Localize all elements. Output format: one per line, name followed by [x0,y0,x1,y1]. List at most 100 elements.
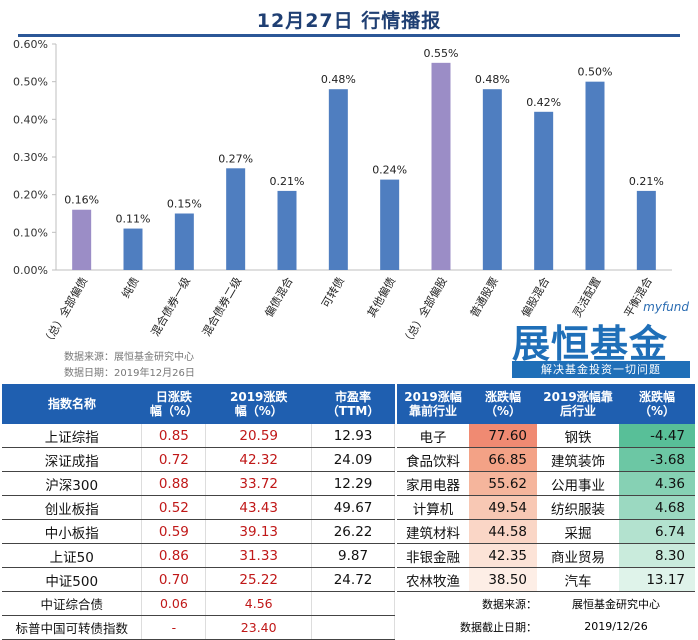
top-industry: 农林牧渔 [397,567,469,592]
index-name: 创业板指 [2,495,143,520]
index-table-row: 中证500 0.70 25.22 24.72 [2,567,395,592]
bottom-industry: 商业贸易 [537,543,619,568]
bottom-industry-change: 4.68 [619,495,695,520]
y-tick-label: 0.40% [13,113,48,126]
daily-change: 0.72 [141,447,207,472]
index-table-row: 上证50 0.86 31.33 9.87 [2,543,395,568]
bar [277,190,297,270]
industry-table-row: 计算机 49.54 纺织服装 4.68 [397,495,695,520]
pe-ttm: 24.09 [311,447,395,472]
bar [585,81,605,270]
top-industry: 计算机 [397,495,469,520]
industry-table-row: 电子 77.60 钢铁 -4.47 [397,424,695,448]
fund-return-bar-chart: 0.00% 0.10% 0.20% 0.30% 0.40% 0.50% 0.60% 0.16%… [13,38,672,349]
ytd-change: 20.59 [205,424,313,448]
daily-change: 0.52 [141,495,207,520]
ytd-change: 42.32 [205,447,313,472]
bar [636,190,656,270]
bottom-industry: 纺织服装 [537,495,619,520]
top-industry-change: 49.54 [469,495,537,520]
ytd-change: 39.13 [205,519,313,544]
pe-ttm: 12.29 [311,471,395,496]
category-label: 偏债混合 [261,275,295,320]
index-table-header-3: 市盈率 （TTM） [311,384,395,424]
index-table-row: 创业板指 0.52 43.43 49.67 [2,495,395,520]
industry-table-header-1: 涨跌幅 （%） [469,384,537,424]
index-table-row: 标普中国可转债指数 -23.40 [2,615,395,640]
industry-table-row: 农林牧渔 38.50 汽车 13.17 [397,567,695,592]
daily-change: 0.70 [141,567,207,592]
top-industry-change: 66.85 [469,447,537,472]
index-table-header-0: 指数名称 [2,384,142,424]
category-label: 可转债 [318,275,347,311]
y-tick-label: 0.60% [13,38,48,51]
index-table-header-1: 日涨跌 幅（%） [141,384,206,424]
footer-value: 展恒基金研究中心 [572,597,660,611]
industry-table-header-2: 2019涨幅靠 后行业 [537,384,619,424]
bar [482,89,502,270]
bar [380,179,400,270]
daily-change: 0.59 [141,519,207,544]
index-table-row: 中证综合债 0.06 4.56 [2,591,395,616]
source-note: 数据来源：展恒基金研究中心 [64,352,194,363]
pe-ttm [311,591,395,616]
bottom-industry: 汽车 [537,567,619,592]
pe-ttm: 12.93 [311,424,395,448]
bottom-industry-change: 8.30 [619,543,695,568]
top-industry: 电子 [397,424,469,448]
y-tick-label: 0.10% [13,226,48,239]
ytd-change: 31.33 [205,543,313,568]
bottom-industry: 钢铁 [537,424,619,448]
category-label: （总）全部偏股 [399,275,450,349]
industry-table-row: 建筑材料 44.58 采掘 6.74 [397,519,695,544]
top-industry-change: 77.60 [469,424,537,448]
index-name: 中证综合债 [2,591,143,616]
data-label: 0.24% [372,164,407,177]
daily-change: 0.06 [141,591,207,616]
index-name: 中小板指 [2,519,143,544]
index-name: 沪深300 [2,471,143,496]
daily-change: 0.88 [141,471,207,496]
index-name: 标普中国可转债指数 [2,615,143,640]
industry-table-row: 非银金融 42.35 商业贸易 8.30 [397,543,695,568]
top-industry: 食品饮料 [397,447,469,472]
logo-main-text: 展恒基金 [512,321,669,366]
data-label: 0.50% [578,66,613,79]
index-table-row: 深证成指 0.72 42.32 24.09 [2,447,395,472]
data-label: 0.48% [475,73,510,86]
data-label: 0.21% [270,175,305,188]
data-label: 0.15% [167,198,202,211]
industry-table-header-3: 涨跌幅 （%） [619,384,695,424]
ytd-change: 23.40 [205,615,313,640]
top-industry-change: 42.35 [469,543,537,568]
data-label: 0.55% [424,47,459,60]
y-tick-label: 0.50% [13,76,48,89]
bottom-industry-change: -3.68 [619,447,695,472]
index-name: 中证500 [2,567,143,592]
pe-ttm: 9.87 [311,543,395,568]
top-industry-change: 44.58 [469,519,537,544]
data-label: 0.42% [526,96,561,109]
top-industry: 家用电器 [397,471,469,496]
top-industry-change: 55.62 [469,471,537,496]
daily-change: 0.85 [141,424,207,448]
brand-logo: myfund 展恒基金 解决基金投资一切问题 [510,300,695,380]
logo-slogan: 解决基金投资一切问题 [512,361,690,378]
category-label: 混合债券二级 [199,275,244,339]
bar [123,228,143,270]
data-label: 0.11% [116,213,151,226]
index-name: 上证综指 [2,424,143,448]
y-tick-label: 0.00% [13,264,48,277]
category-label: 其他偏债 [364,275,398,320]
category-label: 混合债券一级 [148,275,193,339]
page-title: 12月27日 行情播报 [256,10,442,32]
y-tick-label: 0.30% [13,151,48,164]
ytd-change: 43.43 [205,495,313,520]
data-label: 0.27% [218,152,253,165]
logo-myfund-text: myfund [643,300,689,314]
title-underline [18,34,680,37]
bottom-industry-change: 6.74 [619,519,695,544]
ytd-change: 25.22 [205,567,313,592]
bar [72,209,92,270]
y-tick-label: 0.20% [13,189,48,202]
